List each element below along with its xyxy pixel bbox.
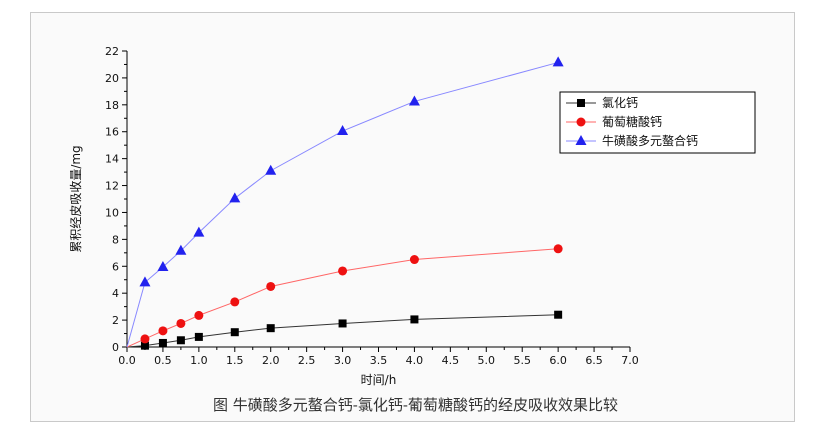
- y-tick-label: 10: [105, 206, 119, 219]
- data-point-square: [158, 338, 167, 347]
- data-point-square: [410, 315, 419, 324]
- x-tick-label: 7.0: [621, 354, 639, 367]
- data-point-square: [230, 328, 239, 337]
- data-point-triangle: [265, 164, 277, 175]
- data-point-triangle: [175, 244, 187, 255]
- legend-label: 氯化钙: [602, 96, 638, 110]
- y-tick-label: 8: [112, 233, 119, 246]
- y-tick-label: 16: [105, 126, 119, 139]
- x-tick-label: 3.5: [370, 354, 388, 367]
- data-point-circle: [230, 297, 240, 307]
- figure-frame: [30, 12, 795, 422]
- x-tick-label: 2.0: [262, 354, 280, 367]
- x-tick-label: 1.5: [226, 354, 244, 367]
- legend-label: 葡萄糖酸钙: [602, 114, 662, 129]
- data-point-triangle: [229, 192, 241, 203]
- y-tick-label: 12: [105, 180, 119, 193]
- x-tick-label: 6.0: [549, 354, 567, 367]
- data-point-triangle: [193, 226, 205, 237]
- x-tick-label: 1.0: [190, 354, 208, 367]
- x-tick-label: 2.5: [298, 354, 316, 367]
- x-tick-label: 0.0: [118, 354, 136, 367]
- data-point-circle: [194, 310, 204, 320]
- data-point-square: [554, 310, 563, 319]
- data-point-square: [338, 319, 347, 328]
- data-point-circle: [266, 281, 276, 291]
- line-chart: 0.0 0.5 1.0 1.5 2.0 2.5 3.0 3.5 4.0 4.5 5.0 5.5 6.0 6…: [69, 45, 756, 387]
- data-point-square: [194, 332, 203, 341]
- data-point-triangle: [139, 276, 151, 287]
- legend-marker-circle: [576, 117, 586, 127]
- data-point-circle: [338, 266, 348, 276]
- x-tick-label: 0.5: [154, 354, 172, 367]
- x-tick-label: 6.5: [585, 354, 603, 367]
- y-tick-label: 4: [112, 287, 119, 300]
- y-tick-label: 6: [112, 260, 119, 273]
- data-point-triangle: [337, 125, 349, 136]
- y-tick-label: 2: [112, 314, 119, 327]
- data-point-circle: [409, 255, 419, 265]
- series-line-square: [126, 314, 559, 348]
- x-tick-label: 5.5: [513, 354, 531, 367]
- legend-marker-square: [577, 99, 585, 107]
- y-tick-label: 20: [105, 72, 119, 85]
- data-point-circle: [140, 334, 150, 344]
- y-tick-label: 0: [112, 341, 119, 354]
- y-axis-title: 累积经皮吸收量/mg: [69, 145, 83, 252]
- data-point-circle: [158, 326, 168, 336]
- x-axis-title: 时间/h: [361, 373, 397, 387]
- data-point-square: [176, 336, 185, 345]
- x-tick-label: 5.0: [478, 354, 496, 367]
- x-tick-label: 4.0: [406, 354, 424, 367]
- legend-label: 牛磺酸多元螯合钙: [602, 133, 698, 148]
- series-line-circle: [126, 248, 559, 348]
- x-tick-label: 4.5: [442, 354, 460, 367]
- y-tick-label: 18: [105, 99, 119, 112]
- y-tick-label: 22: [105, 45, 119, 58]
- data-point-circle: [553, 244, 563, 254]
- y-tick-label: 14: [105, 153, 119, 166]
- data-point-triangle: [408, 95, 420, 106]
- data-point-triangle: [552, 56, 564, 67]
- figure-caption: 图 牛磺酸多元螯合钙-氯化钙-葡萄糖酸钙的经皮吸收效果比较: [213, 396, 618, 414]
- data-point-square: [266, 324, 275, 333]
- legend-marker-triangle: [575, 135, 587, 145]
- x-tick-label: 3.0: [334, 354, 352, 367]
- data-point-square: [140, 341, 149, 350]
- data-point-circle: [176, 318, 186, 328]
- data-point-triangle: [157, 260, 169, 271]
- series-line-triangle: [126, 61, 559, 348]
